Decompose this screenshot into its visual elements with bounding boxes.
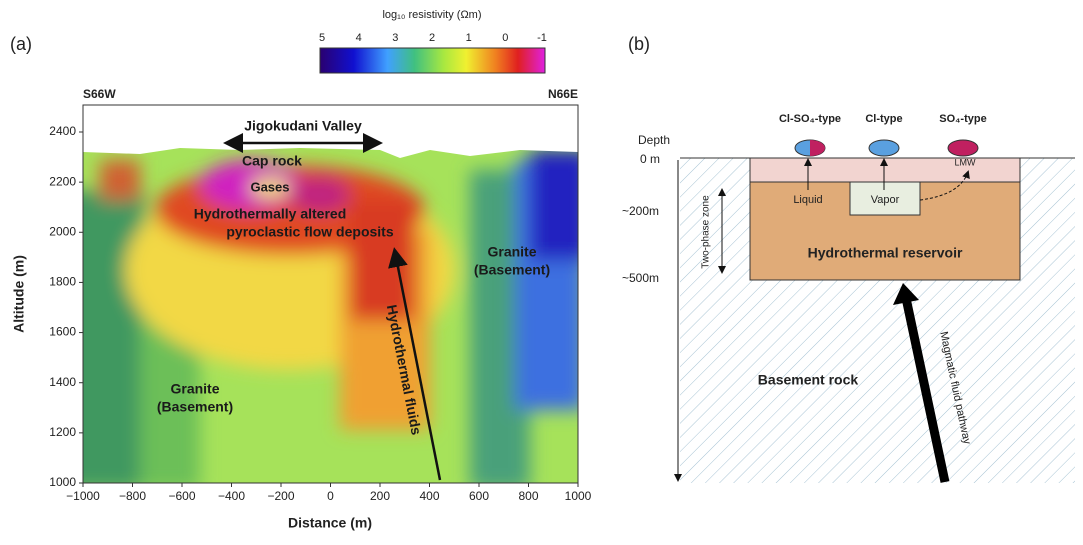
y-tick-label: 2200 xyxy=(49,174,76,188)
annotation: pyroclastic flow deposits xyxy=(226,224,393,240)
reservoir-label: Hydrothermal reservoir xyxy=(808,245,963,261)
colorbar-tick-label: 4 xyxy=(356,32,362,44)
x-tick-label: 800 xyxy=(518,489,538,503)
spring xyxy=(810,140,825,156)
x-tick-label: 600 xyxy=(469,489,489,503)
annotation: (Basement) xyxy=(474,262,550,278)
depth-title: Depth xyxy=(638,133,670,147)
x-tick-label: 200 xyxy=(370,489,390,503)
vapor-label: Vapor xyxy=(871,194,900,206)
flow-arrow xyxy=(919,170,970,201)
annotation: (Basement) xyxy=(157,399,233,415)
y-tick-label: 1000 xyxy=(49,475,76,489)
annotation: Granite xyxy=(487,244,536,260)
annotation: Hydrothermally altered xyxy=(194,206,347,222)
spring-type: Cl-type xyxy=(865,113,902,125)
colorbar-tick-label: -1 xyxy=(537,32,547,44)
x-tick-label: 400 xyxy=(419,489,439,503)
x-tick-label: −600 xyxy=(168,489,195,503)
depth-label: 0 m xyxy=(640,152,660,166)
spring xyxy=(868,139,900,157)
x-tick-label: −1000 xyxy=(66,489,100,503)
colorbar xyxy=(319,47,546,74)
y-tick-label: 1800 xyxy=(49,275,76,289)
direction-label: N66E xyxy=(548,87,578,101)
y-tick-label: 1200 xyxy=(49,425,76,439)
x-tick-label: −200 xyxy=(267,489,294,503)
panel-label: (b) xyxy=(628,34,650,54)
shallow-layer xyxy=(749,157,1021,183)
colorbar-tick-label: 2 xyxy=(429,32,435,44)
fluid-arrow xyxy=(388,247,442,481)
y-tick-label: 2400 xyxy=(49,124,76,138)
y-tick-label: 1600 xyxy=(49,325,76,339)
annotation: Jigokudani Valley xyxy=(244,118,362,134)
two-phase-label: Two-phase zone xyxy=(701,195,712,269)
x-axis-title: Distance (m) xyxy=(288,515,372,531)
direction-label: S66W xyxy=(83,87,116,101)
x-tick-label: −800 xyxy=(119,489,146,503)
colorbar-tick-label: 3 xyxy=(392,32,398,44)
x-tick-label: 1000 xyxy=(565,489,592,503)
lmw-label: LMW xyxy=(955,157,977,167)
annotation: Gases xyxy=(250,179,289,194)
basement-label: Basement rock xyxy=(758,372,859,388)
pathway-arrow xyxy=(901,297,950,483)
spring xyxy=(947,139,979,157)
colorbar-title: log₁₀ resistivity (Ωm) xyxy=(382,9,481,21)
annotation: Granite xyxy=(170,381,219,397)
annotation: Cap rock xyxy=(242,153,302,169)
spring-type: SO₄-type xyxy=(939,113,986,125)
x-tick-label: −400 xyxy=(218,489,245,503)
liquid-label: Liquid xyxy=(793,194,822,206)
y-tick-label: 2000 xyxy=(49,224,76,238)
y-axis-title: Altitude (m) xyxy=(11,255,27,333)
colorbar-tick-label: 0 xyxy=(502,32,508,44)
panel-label: (a) xyxy=(10,34,32,54)
depth-label: ~500m xyxy=(622,271,659,285)
colorbar-tick-label: 1 xyxy=(466,32,472,44)
spring-type: Cl-SO₄-type xyxy=(779,113,841,125)
depth-label: ~200m xyxy=(622,204,659,218)
y-tick-label: 1400 xyxy=(49,375,76,389)
pathway-arrowhead xyxy=(893,283,919,305)
colorbar-ticks: 5 4 3 2 1 0 -1 xyxy=(319,32,547,44)
colorbar-tick-label: 5 xyxy=(319,32,325,44)
vapor-box xyxy=(849,181,921,216)
resistivity-image xyxy=(83,105,578,483)
x-tick-label: 0 xyxy=(327,489,334,503)
